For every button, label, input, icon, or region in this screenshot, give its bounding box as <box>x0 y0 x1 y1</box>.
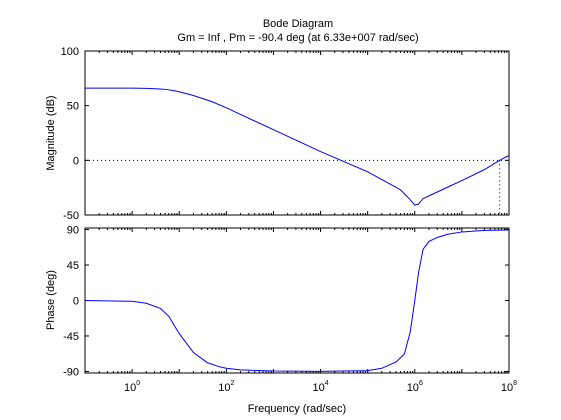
magnitude-series-line <box>85 87 510 206</box>
phase-y-ticks: -90 -45 0 45 90 <box>63 225 509 378</box>
phase-y-axis-label: Phase (deg) <box>45 270 57 330</box>
x-tick-label: 108 <box>501 380 517 394</box>
x-tick-label: 104 <box>312 380 328 394</box>
chart-subtitle: Gm = Inf , Pm = -90.4 deg (at 6.33e+007 … <box>177 32 418 44</box>
x-axis-label: Frequency (rad/sec) <box>248 403 346 415</box>
phase-y-tick-label: -90 <box>63 366 79 378</box>
phase-y-tick-label: 0 <box>73 296 79 308</box>
magnitude-y-tick-label: 100 <box>61 46 79 58</box>
x-tick-label: 102 <box>218 380 234 394</box>
phase-series-line <box>84 229 510 372</box>
phase-y-tick-label: 45 <box>67 260 79 272</box>
magnitude-y-ticks: -50 0 50 100 <box>61 46 509 222</box>
x-tick-labels: 100 102 104 106 108 <box>124 380 517 394</box>
magnitude-x-ticks <box>84 51 508 215</box>
magnitude-axes: -50 0 50 100 Magnitude (dB) <box>45 46 510 222</box>
x-tick-label: 106 <box>407 380 423 394</box>
phase-axes: -90 -45 0 45 90 Phase (deg) <box>45 225 510 378</box>
chart-title: Bode Diagram <box>263 18 333 30</box>
phase-x-ticks <box>84 228 508 373</box>
magnitude-y-tick-label: 50 <box>67 101 79 113</box>
phase-y-tick-label: 90 <box>67 225 79 237</box>
magnitude-axes-frame <box>84 50 510 216</box>
phase-y-tick-label: -45 <box>63 331 79 343</box>
magnitude-y-tick-label: 0 <box>73 155 79 167</box>
magnitude-y-tick-label: -50 <box>63 210 79 222</box>
x-tick-label: 100 <box>124 380 140 394</box>
phase-axes-frame <box>84 227 510 374</box>
magnitude-y-axis-label: Magnitude (dB) <box>45 95 57 170</box>
